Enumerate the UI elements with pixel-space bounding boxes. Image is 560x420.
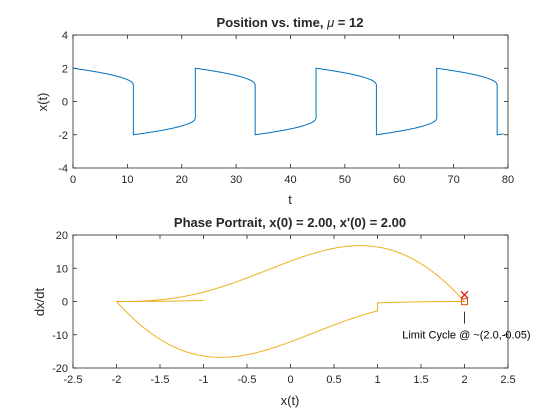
position-axes-box	[72, 34, 509, 169]
position-plot-area	[73, 35, 508, 168]
phase-ticks: -2.5 -2 -1.5 -1 -0.5 0 0.5 1 1.5 2 2.5 -20 -10 0 10 20	[52, 230, 516, 386]
position-y-axis-label: x(t)	[35, 93, 50, 112]
y-tick-label: -2	[58, 130, 68, 142]
phase-markers	[460, 290, 469, 306]
x-tick-label: 0	[70, 174, 76, 186]
y-tick-label: 10	[56, 263, 68, 275]
limit-cycle-annotation: Limit Cycle @ ~(2.0,-0.05)	[402, 330, 530, 342]
x-tick-label: 20	[176, 174, 188, 186]
y-tick-label: 20	[56, 230, 68, 242]
y-tick-label: 0	[62, 297, 68, 309]
x-tick-label: -1.5	[151, 374, 170, 386]
x-tick-label: 40	[284, 174, 296, 186]
y-tick-label: 4	[62, 30, 68, 42]
x-tick-label: 50	[339, 174, 351, 186]
x-tick-label: 70	[448, 174, 460, 186]
phase-chart-title: Phase Portrait, x(0) = 2.00, x'(0) = 2.0…	[174, 215, 406, 230]
position-chart-title: Position vs. time, μ = 12	[217, 15, 364, 30]
x-tick-label: 2	[461, 374, 467, 386]
y-tick-label: -10	[52, 330, 68, 342]
x-tick-label: 1.5	[413, 374, 428, 386]
phase-series-line	[115, 245, 466, 358]
y-tick-label: -4	[58, 163, 68, 175]
limit-cycle-marker	[461, 298, 468, 306]
position-x-axis-label: t	[288, 192, 292, 207]
x-tick-label: 80	[502, 174, 514, 186]
x-tick-label: 0	[287, 374, 293, 386]
phase-y-axis-label: dx/dt	[32, 288, 47, 317]
x-tick-label: 10	[121, 174, 133, 186]
x-tick-label: -1	[199, 374, 209, 386]
y-tick-label: 2	[62, 63, 68, 75]
phase-axes-box	[72, 234, 509, 369]
position-series-line	[72, 67, 504, 136]
x-tick-label: 1	[374, 374, 380, 386]
position-ticks: 0 10 20 30 40 50 60 70 80 -4 -2 0 2 4	[58, 30, 514, 186]
y-tick-label: -20	[52, 363, 68, 375]
x-tick-label: -2	[112, 374, 122, 386]
phase-subplot: -2.5 -2 -1.5 -1 -0.5 0 0.5 1 1.5 2 2.5-20-1001020 …	[32, 215, 531, 408]
x-tick-label: -2.5	[64, 374, 83, 386]
x-tick-label: 60	[393, 174, 405, 186]
x-tick-label: 2.5	[500, 374, 515, 386]
x-tick-label: 30	[230, 174, 242, 186]
initial-condition-marker	[460, 290, 469, 299]
position-subplot: 0 10 20 30 40 50 60 70 80 -4 -2 0 2 4 Position vs. ti…	[35, 15, 514, 207]
phase-x-axis-label: x(t)	[281, 393, 300, 408]
y-tick-label: 0	[62, 97, 68, 109]
x-tick-label: -0.5	[238, 374, 257, 386]
x-tick-label: 0.5	[326, 374, 341, 386]
